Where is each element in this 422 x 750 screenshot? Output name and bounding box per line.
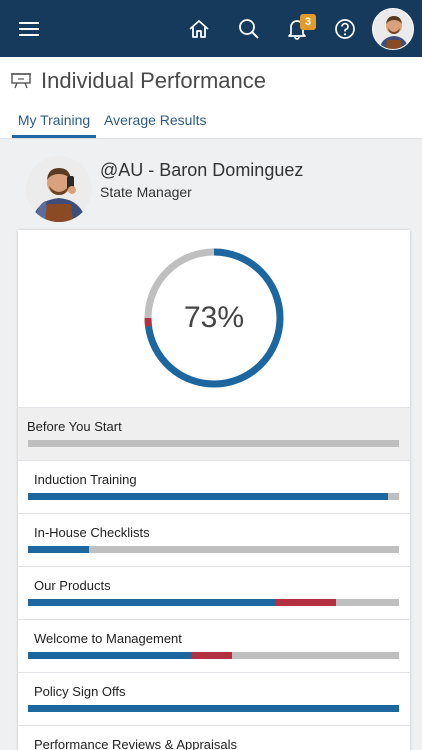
- section-label: In-House Checklists: [34, 525, 150, 540]
- tab-average-results[interactable]: Average Results: [104, 112, 207, 128]
- progress-bar: [28, 652, 399, 659]
- section-performance-reviews[interactable]: Performance Reviews & Appraisals: [18, 725, 410, 750]
- profile-name: @AU - Baron Dominguez: [100, 160, 304, 180]
- donut-complete-arc: [144, 248, 284, 388]
- progress-complete: [28, 652, 192, 659]
- presentation-icon: [10, 70, 32, 90]
- profile-role: State Manager: [100, 184, 192, 200]
- section-induction-training[interactable]: Induction Training: [18, 460, 410, 513]
- section-label: Our Products: [34, 578, 111, 593]
- progress-bar: [28, 705, 399, 712]
- section-label: Policy Sign Offs: [34, 684, 126, 699]
- search-icon[interactable]: [234, 0, 264, 57]
- section-label: Welcome to Management: [34, 631, 182, 646]
- tab-my-training[interactable]: My Training: [17, 112, 91, 128]
- progress-complete: [28, 599, 275, 606]
- bell-icon[interactable]: [282, 0, 312, 57]
- progress-bar: [28, 546, 399, 553]
- progress-donut: [144, 248, 284, 388]
- progress-complete: [28, 493, 388, 500]
- progress-overdue: [274, 599, 336, 606]
- top-navigation-bar: 3: [0, 0, 422, 57]
- section-label: Induction Training: [34, 472, 137, 487]
- home-icon[interactable]: [184, 0, 214, 57]
- section-welcome-to-management[interactable]: Welcome to Management: [18, 619, 410, 672]
- progress-complete: [28, 705, 399, 712]
- page-header: Individual Performance My Training Avera…: [0, 57, 422, 139]
- page-title: Individual Performance: [41, 68, 267, 93]
- section-in-house-checklists[interactable]: In-House Checklists: [18, 513, 410, 566]
- section-policy-sign-offs[interactable]: Policy Sign Offs: [18, 672, 410, 725]
- help-icon[interactable]: [330, 0, 360, 57]
- section-label: Performance Reviews & Appraisals: [34, 737, 238, 750]
- progress-complete: [28, 546, 90, 553]
- menu-icon[interactable]: [14, 0, 44, 57]
- active-tab-indicator: [12, 135, 96, 138]
- section-label: Before You Start: [27, 419, 122, 434]
- training-progress-card: 73% Before You Start Induction Training …: [18, 230, 410, 750]
- profile-avatar: [26, 156, 92, 222]
- progress-overdue: [191, 652, 233, 659]
- section-our-products[interactable]: Our Products: [18, 566, 410, 619]
- user-avatar[interactable]: [372, 8, 414, 50]
- section-before-you-start[interactable]: Before You Start: [18, 407, 410, 460]
- overall-percent: 73%: [183, 301, 245, 334]
- progress-bar: [28, 440, 399, 447]
- progress-bar: [28, 599, 399, 606]
- notification-badge: 3: [300, 14, 316, 30]
- progress-bar: [28, 493, 399, 500]
